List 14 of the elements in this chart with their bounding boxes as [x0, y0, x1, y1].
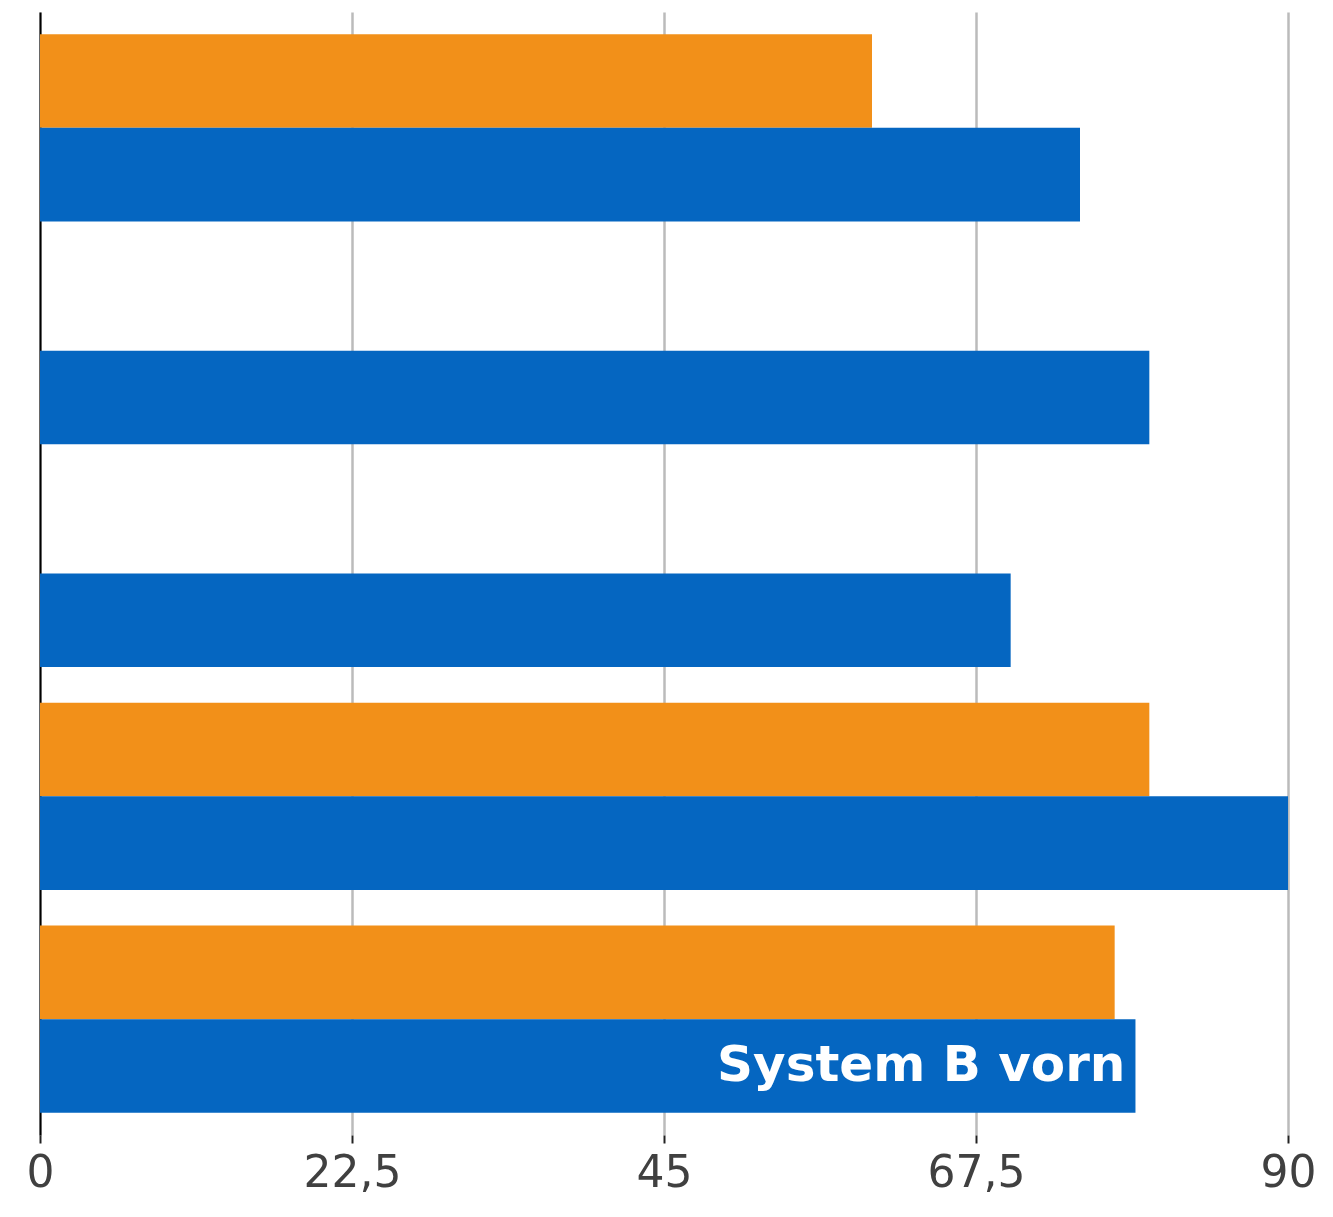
x-tick-label: 22,5: [303, 1145, 402, 1197]
bar: [40, 1019, 1136, 1113]
x-tick-label: 45: [636, 1145, 693, 1197]
bar: [40, 796, 1288, 890]
bar: [40, 702, 1150, 797]
bar: [40, 34, 872, 128]
bar: [40, 925, 1115, 1020]
x-tick-label: 0: [26, 1145, 55, 1197]
annotation: System B vorn: [717, 1034, 1126, 1093]
bar: [40, 350, 1150, 445]
bar: [40, 573, 1011, 668]
bar: [40, 127, 1080, 222]
x-tick-label: 90: [1260, 1145, 1317, 1197]
x-tick-label: 67,5: [927, 1145, 1026, 1197]
